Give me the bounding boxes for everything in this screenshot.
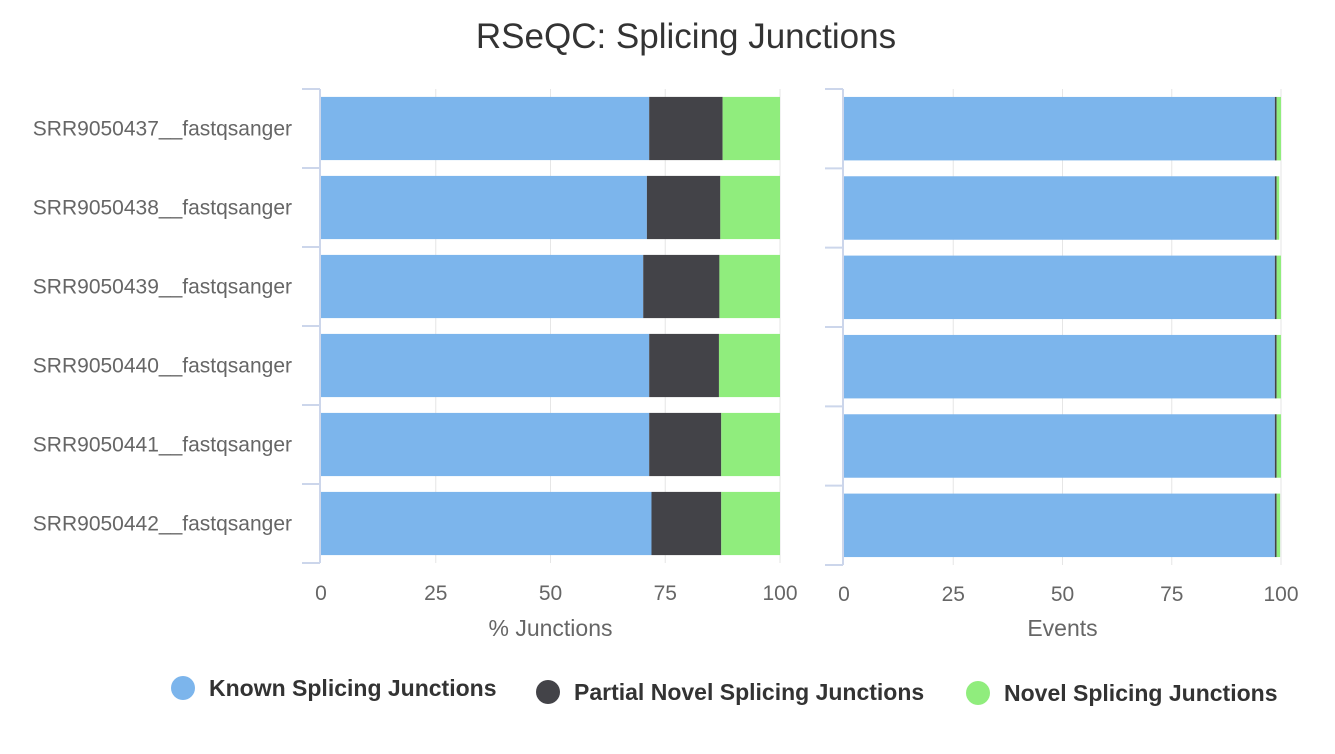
x-axis-title: % Junctions [488,615,612,641]
category-label: SRR9050440__fastqsanger [33,355,292,378]
bar-novel-splicing-junctions [1276,493,1281,558]
bar-novel-splicing-junctions [1276,96,1281,161]
legend: Known Splicing Junctions Partial Novel Sp… [171,675,1277,706]
bar-novel-splicing-junctions [1276,176,1280,240]
category-label: SRR9050442__fastqsanger [33,513,292,536]
bar-partial-novel-splicing-junctions [649,96,723,161]
bar-partial-novel-splicing-junctions [1274,176,1277,240]
bar-known-splicing-junctions [321,175,647,240]
bar-known-splicing-junctions [844,493,1275,558]
category-label: SRR9050439__fastqsanger [33,276,292,299]
bar-novel-splicing-junctions [1276,414,1281,478]
bar-known-splicing-junctions [844,176,1275,240]
category-label: SRR9050441__fastqsanger [33,434,292,457]
legend-item-novel-splicing-junctions: Novel Splicing Junctions [1004,680,1277,706]
bar-novel-splicing-junctions [1276,334,1281,399]
bar-partial-novel-splicing-junctions [649,333,719,398]
bar-known-splicing-junctions [321,254,644,319]
legend-item-partial-novel-splicing-junctions: Partial Novel Splicing Junctions [574,679,924,705]
legend-item-known-splicing-junctions: Known Splicing Junctions [209,675,497,701]
bar-known-splicing-junctions [321,412,650,477]
percent-junctions-panel: 0 25 50 75 100 SRR9050437__fastqsanger SRR9050… [33,88,798,641]
bar-partial-novel-splicing-junctions [1274,255,1277,320]
x-tick-label: 75 [1160,583,1183,606]
x-tick-label: 100 [762,582,797,605]
bar-novel-splicing-junctions [719,254,780,319]
legend-marker-known-splicing-junctions [171,676,195,700]
bar-novel-splicing-junctions [721,491,780,556]
bar-known-splicing-junctions [844,255,1275,320]
bar-partial-novel-splicing-junctions [1274,96,1277,161]
chart-title: RSeQC: Splicing Junctions [476,17,896,56]
bar-novel-splicing-junctions [721,412,780,477]
x-tick-label: 0 [315,582,327,605]
bar-known-splicing-junctions [321,491,652,556]
x-tick-label: 75 [654,582,677,605]
bar-partial-novel-splicing-junctions [1274,493,1277,558]
bar-partial-novel-splicing-junctions [643,254,720,319]
bar-known-splicing-junctions [321,96,650,161]
x-tick-label: 100 [1263,583,1298,606]
x-tick-label: 50 [539,582,562,605]
bar-novel-splicing-junctions [720,175,780,240]
bar-partial-novel-splicing-junctions [646,175,721,240]
x-tick-label: 50 [1051,583,1074,606]
legend-marker-partial-novel-splicing-junctions [536,680,560,704]
bar-known-splicing-junctions [844,334,1275,399]
bar-partial-novel-splicing-junctions [649,412,722,477]
events-panel: 0 25 50 75 100 Events [825,88,1299,641]
x-axis-title: Events [1027,615,1097,641]
bar-novel-splicing-junctions [1276,255,1281,320]
bar-novel-splicing-junctions [722,96,780,161]
bar-known-splicing-junctions [321,333,650,398]
x-tick-label: 0 [838,583,850,606]
x-tick-label: 25 [424,582,447,605]
category-label: SRR9050438__fastqsanger [33,197,292,220]
x-tick-label: 25 [942,583,965,606]
bar-known-splicing-junctions [844,96,1275,161]
bar-novel-splicing-junctions [718,333,780,398]
bar-partial-novel-splicing-junctions [651,491,722,556]
category-label: SRR9050437__fastqsanger [33,118,292,141]
bar-known-splicing-junctions [844,414,1275,478]
legend-marker-novel-splicing-junctions [966,681,990,705]
bar-partial-novel-splicing-junctions [1274,414,1277,478]
bar-partial-novel-splicing-junctions [1274,334,1277,399]
